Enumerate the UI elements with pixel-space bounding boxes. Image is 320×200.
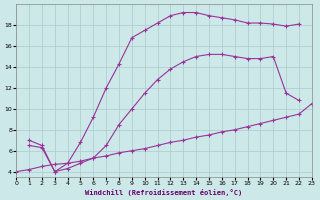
X-axis label: Windchill (Refroidissement éolien,°C): Windchill (Refroidissement éolien,°C) [85,189,243,196]
